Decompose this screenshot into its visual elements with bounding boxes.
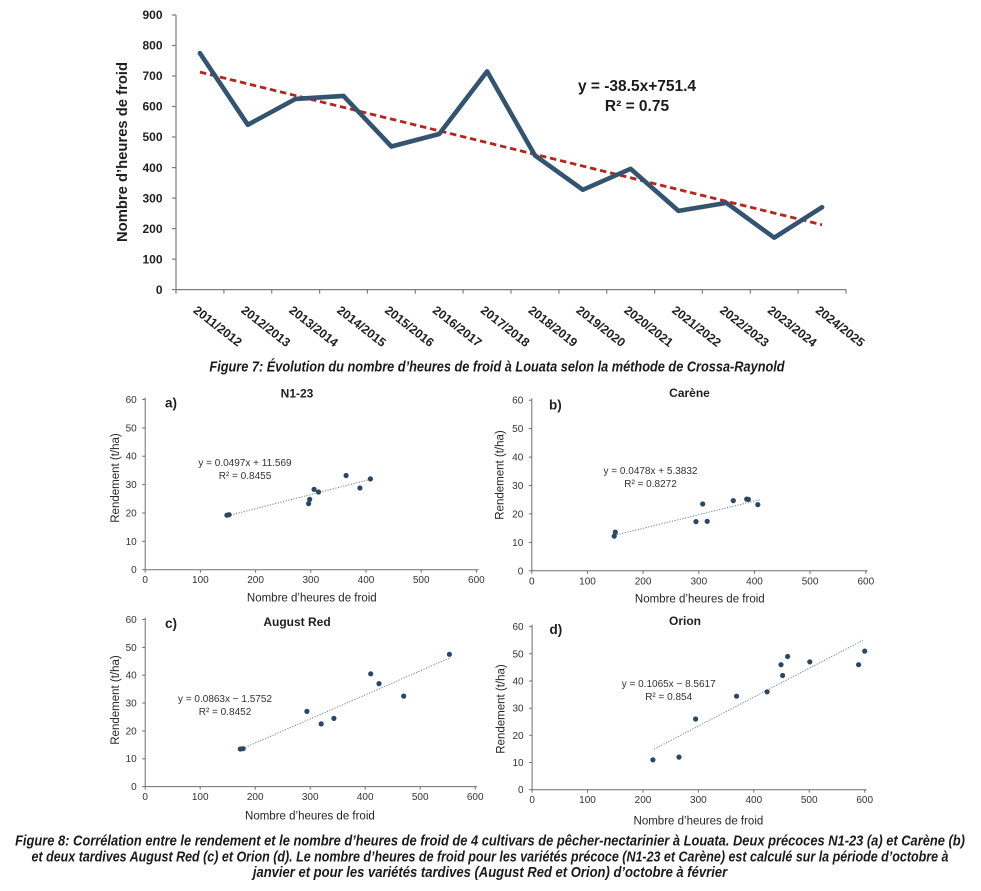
- svg-text:500: 500: [142, 130, 162, 144]
- svg-text:600: 600: [142, 100, 162, 114]
- svg-text:10: 10: [126, 754, 138, 765]
- svg-text:30: 30: [126, 480, 138, 491]
- svg-text:60: 60: [512, 396, 524, 407]
- svg-text:janvier et pour les variétés t: janvier et pour les variétés tardives (A…: [251, 863, 729, 880]
- svg-text:Nombre d’heures de froid: Nombre d’heures de froid: [247, 593, 377, 605]
- svg-text:600: 600: [468, 575, 485, 586]
- svg-text:300: 300: [690, 576, 707, 587]
- svg-text:y = 0.1065x − 8.5617: y = 0.1065x − 8.5617: [622, 679, 716, 690]
- svg-text:0: 0: [131, 565, 137, 576]
- svg-text:500: 500: [412, 792, 429, 803]
- svg-text:300: 300: [142, 191, 162, 205]
- svg-text:300: 300: [302, 792, 319, 803]
- svg-text:600: 600: [467, 792, 484, 803]
- svg-text:c): c): [165, 616, 177, 631]
- svg-text:50: 50: [126, 423, 138, 434]
- svg-text:10: 10: [512, 758, 524, 769]
- svg-text:50: 50: [126, 643, 138, 654]
- svg-text:40: 40: [512, 677, 524, 688]
- svg-text:400: 400: [357, 792, 374, 803]
- svg-text:50: 50: [512, 424, 524, 435]
- svg-text:y = 0.0863x − 1.5752: y = 0.0863x − 1.5752: [178, 694, 272, 705]
- svg-text:et deux tardives August Red (c: et deux tardives August Red (c) et Orion…: [32, 848, 949, 864]
- svg-text:200: 200: [247, 792, 264, 803]
- svg-text:R² = 0.8455: R² = 0.8455: [219, 471, 272, 482]
- svg-text:b): b): [549, 398, 562, 413]
- svg-text:Nombre d’heures de froid: Nombre d’heures de froid: [635, 594, 765, 606]
- svg-text:200: 200: [142, 222, 162, 236]
- svg-text:100: 100: [192, 792, 209, 803]
- svg-text:Nombre d’heures de froid: Nombre d’heures de froid: [115, 62, 131, 242]
- svg-text:50: 50: [512, 649, 524, 660]
- svg-text:Figure 7: Évolution du nombre: Figure 7: Évolution du nombre d’heures d…: [209, 357, 785, 374]
- svg-text:20: 20: [126, 726, 138, 737]
- svg-text:20: 20: [126, 509, 138, 520]
- svg-text:100: 100: [142, 252, 162, 266]
- svg-text:Nombre d’heures de froid: Nombre d’heures de froid: [245, 811, 375, 823]
- svg-text:10: 10: [126, 537, 138, 548]
- svg-text:300: 300: [302, 575, 319, 586]
- svg-text:100: 100: [579, 795, 596, 806]
- svg-text:0: 0: [529, 795, 535, 806]
- svg-text:900: 900: [142, 8, 162, 22]
- svg-text:500: 500: [413, 575, 430, 586]
- svg-text:10: 10: [512, 538, 524, 549]
- svg-text:40: 40: [126, 671, 138, 682]
- svg-text:40: 40: [512, 453, 524, 464]
- svg-text:800: 800: [142, 39, 162, 53]
- svg-text:Orion: Orion: [669, 614, 701, 628]
- svg-text:30: 30: [512, 481, 524, 492]
- svg-text:100: 100: [192, 575, 209, 586]
- svg-text:d): d): [550, 622, 563, 637]
- svg-text:0: 0: [518, 566, 524, 577]
- svg-text:20: 20: [512, 509, 524, 520]
- svg-text:R² = 0.8452: R² = 0.8452: [199, 707, 252, 718]
- svg-text:Rendement (t/ha): Rendement (t/ha): [110, 655, 122, 745]
- svg-text:0: 0: [131, 782, 137, 793]
- svg-text:0: 0: [156, 283, 163, 297]
- svg-text:0: 0: [518, 785, 524, 796]
- svg-text:Rendement (t/ha): Rendement (t/ha): [496, 664, 508, 754]
- svg-text:400: 400: [142, 161, 162, 175]
- svg-text:y = 0.0497x + 11.569: y = 0.0497x + 11.569: [198, 458, 292, 469]
- svg-text:100: 100: [579, 576, 596, 587]
- svg-text:a): a): [165, 396, 177, 411]
- svg-text:Rendement (t/ha): Rendement (t/ha): [495, 430, 507, 520]
- svg-text:600: 600: [856, 795, 873, 806]
- svg-text:R² = 0.8272: R² = 0.8272: [624, 479, 677, 490]
- svg-text:30: 30: [512, 704, 524, 715]
- svg-text:30: 30: [126, 699, 138, 710]
- svg-text:N1-23: N1-23: [281, 387, 314, 401]
- svg-text:Carène: Carène: [669, 386, 710, 400]
- svg-text:60: 60: [126, 395, 138, 406]
- svg-text:Nombre d’heures de froid: Nombre d’heures de froid: [634, 816, 764, 828]
- svg-text:y = 0.0478x + 5.3832: y = 0.0478x + 5.3832: [604, 466, 698, 477]
- svg-text:400: 400: [358, 575, 375, 586]
- svg-text:0: 0: [142, 792, 148, 803]
- svg-text:August Red: August Red: [263, 615, 330, 629]
- svg-text:60: 60: [512, 622, 524, 633]
- svg-text:200: 200: [635, 576, 652, 587]
- svg-text:20: 20: [512, 731, 524, 742]
- svg-text:Rendement (t/ha): Rendement (t/ha): [110, 433, 122, 523]
- svg-text:200: 200: [247, 575, 264, 586]
- svg-text:R² = 0.75: R² = 0.75: [605, 98, 670, 115]
- svg-text:700: 700: [142, 69, 162, 83]
- svg-text:60: 60: [126, 615, 138, 626]
- svg-text:0: 0: [529, 576, 535, 587]
- svg-text:200: 200: [635, 795, 652, 806]
- svg-text:Figure 8: Corrélation entre le: Figure 8: Corrélation entre le rendement…: [15, 832, 965, 849]
- svg-text:300: 300: [690, 795, 707, 806]
- svg-text:0: 0: [142, 575, 148, 586]
- svg-text:500: 500: [801, 795, 818, 806]
- svg-text:500: 500: [802, 576, 819, 587]
- svg-text:y = -38.5x+751.4: y = -38.5x+751.4: [578, 78, 696, 95]
- svg-text:R² = 0.854: R² = 0.854: [645, 692, 692, 703]
- svg-text:400: 400: [746, 576, 763, 587]
- svg-text:600: 600: [857, 576, 874, 587]
- svg-text:400: 400: [745, 795, 762, 806]
- svg-text:40: 40: [126, 452, 138, 463]
